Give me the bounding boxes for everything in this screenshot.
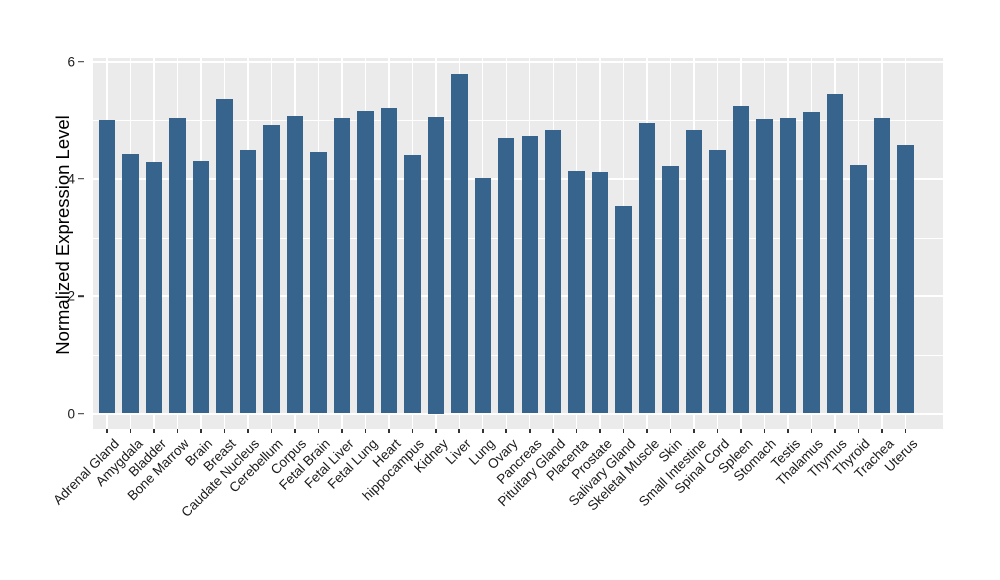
- bar-thymus: [826, 93, 844, 414]
- x-tick-mark: [693, 429, 695, 433]
- bar-ovary: [498, 138, 515, 414]
- bar-skeletal-muscle: [638, 122, 656, 414]
- gridline-major-y2: [93, 295, 943, 298]
- x-tick-mark: [435, 429, 437, 433]
- x-tick-mark: [622, 429, 625, 433]
- x-tick-mark: [787, 429, 789, 433]
- bar-lung: [474, 177, 491, 414]
- bar-thalamus: [803, 111, 820, 414]
- x-tick-mark: [528, 429, 531, 433]
- gridline-major-y6: [93, 60, 943, 63]
- bar-stomach: [756, 119, 773, 414]
- x-tick-mark: [552, 429, 554, 433]
- bar-adrenal-gland: [98, 120, 116, 414]
- bar-bone-marrow: [169, 117, 186, 414]
- x-tick-mark: [270, 429, 273, 433]
- bar-breast: [216, 99, 233, 414]
- y-tick-mark: [78, 295, 84, 297]
- bar-thyroid: [850, 164, 867, 414]
- x-tick-mark: [881, 429, 883, 433]
- bar-spleen: [732, 106, 750, 414]
- gridline-minor-y1: [93, 354, 943, 356]
- y-tick-mark: [78, 178, 84, 180]
- bar-placenta: [568, 171, 585, 414]
- x-tick-mark: [106, 429, 108, 433]
- bar-skin: [662, 165, 679, 414]
- bar-amygdala: [122, 153, 139, 414]
- bar-trachea: [873, 118, 891, 414]
- bar-testis: [779, 117, 797, 414]
- bar-spinal-cord: [709, 150, 726, 414]
- bar-corpus: [286, 116, 304, 414]
- bar-fetal-lung: [357, 110, 374, 414]
- y-tick-label: 0: [67, 406, 75, 421]
- x-tick-mark: [646, 429, 648, 433]
- x-tick-mark: [364, 429, 367, 433]
- x-tick-mark: [458, 429, 461, 433]
- x-tick-mark: [129, 429, 132, 433]
- bar-uterus: [897, 145, 914, 414]
- gridline-major-y0: [93, 412, 943, 415]
- bar-small-intestine: [685, 130, 703, 414]
- bar-heart: [380, 108, 398, 414]
- gridline-minor-y3: [93, 237, 943, 239]
- x-tick-mark: [341, 429, 343, 433]
- bar-liver: [451, 73, 468, 414]
- gridline-minor-y5: [93, 120, 943, 122]
- y-tick-mark: [78, 412, 84, 415]
- bar-pituitary-gland: [545, 130, 562, 414]
- bar-fetal-brain: [310, 152, 327, 414]
- bar-prostate: [591, 172, 609, 414]
- bar-cerebellum: [263, 124, 280, 414]
- x-tick-mark: [153, 429, 155, 433]
- x-tick-mark: [481, 429, 484, 433]
- x-tick-mark: [505, 429, 508, 433]
- y-axis-title: Normalized Expression Level: [52, 115, 73, 355]
- y-tick-label: 4: [67, 171, 75, 187]
- bar-bladder: [145, 161, 163, 414]
- x-tick-label-liver: Liver: [442, 436, 474, 468]
- x-tick-mark: [247, 429, 249, 433]
- x-tick-mark: [669, 429, 672, 433]
- x-tick-mark: [176, 429, 179, 433]
- x-tick-mark: [575, 429, 578, 433]
- y-tick-mark: [78, 60, 84, 63]
- x-tick-mark: [834, 429, 836, 433]
- x-tick-mark: [763, 429, 766, 433]
- y-tick-label: 2: [67, 288, 75, 304]
- bar-caudate-nucleus: [239, 150, 257, 414]
- bar-pancreas: [521, 136, 538, 414]
- x-tick-mark: [716, 429, 719, 433]
- x-tick-mark: [740, 429, 742, 433]
- x-tick-mark: [599, 429, 601, 433]
- x-tick-mark: [904, 429, 907, 433]
- x-tick-mark: [223, 429, 226, 433]
- bar-fetal-liver: [333, 118, 351, 414]
- x-tick-mark: [200, 429, 202, 433]
- gridline-major-y4: [93, 177, 943, 180]
- y-tick-label: 6: [67, 54, 75, 70]
- bar-brain: [192, 160, 210, 414]
- bar-salivary-gland: [615, 205, 632, 414]
- x-tick-mark: [411, 429, 414, 433]
- bar-kidney: [427, 117, 445, 414]
- x-tick-mark: [294, 429, 296, 433]
- x-tick-mark: [388, 429, 390, 433]
- x-tick-mark: [810, 429, 813, 433]
- x-tick-mark: [857, 429, 860, 433]
- bar-hippocampus: [404, 155, 421, 414]
- plot-panel: [93, 58, 943, 429]
- x-tick-mark: [317, 429, 320, 433]
